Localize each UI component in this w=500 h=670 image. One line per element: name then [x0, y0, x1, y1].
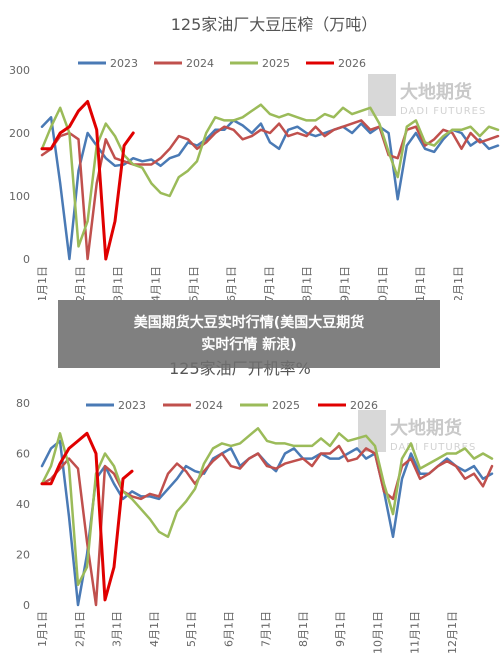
x-tick-label: 4月1日	[148, 611, 161, 647]
x-tick-label: 4月1日	[149, 266, 162, 300]
x-tick-label: 12月1日	[452, 266, 465, 300]
series-line-2024	[40, 444, 494, 607]
y-axis: 0 20 40 60 80	[16, 397, 30, 612]
x-tick-label: 9月1日	[334, 611, 347, 647]
x-axis: 1月1日 2月1日 3月1日 4月1日 5月1日 6月1日 7月1日 8月1日 9月1日 10月1…	[36, 266, 465, 300]
headline-line-2: 实时行情 新浪)	[201, 337, 297, 353]
x-tick-label: 5月1日	[185, 611, 198, 647]
logo-mark	[358, 410, 386, 452]
headline-banner: 美国期货大豆实时行情(美国大豆期货 实时行情 新浪)	[58, 300, 440, 368]
dadi-futures-logo: 大地期货 DADI FUTURES	[358, 410, 476, 453]
crush-volume-chart-svg: 125家油厂大豆压榨（万吨） 2023 2024 2025 2026 大地期货 DAD…	[9, 15, 500, 300]
x-tick-label: 10月1日	[376, 266, 389, 300]
x-tick-label: 8月1日	[301, 266, 314, 300]
x-tick-label: 1月1日	[36, 611, 49, 647]
series-line-2025	[40, 103, 500, 248]
y-axis: 0 100 200 300	[9, 64, 30, 266]
y-tick-label: 100	[9, 190, 30, 203]
legend-label-2025: 2025	[262, 57, 290, 70]
x-tick-label: 3月1日	[112, 266, 125, 300]
x-axis: 1月1日 2月1日 3月1日 4月1日 5月1日 6月1日 7月1日 8月1日 9月1日 10月1…	[36, 611, 459, 654]
legend-label-2023: 2023	[118, 399, 146, 412]
legend-label-2025: 2025	[272, 399, 300, 412]
logo-text: 大地期货	[400, 81, 472, 103]
legend-label-2024: 2024	[195, 399, 223, 412]
x-tick-label: 1月1日	[36, 266, 49, 300]
y-tick-label: 60	[16, 448, 30, 461]
series-line-2026	[40, 100, 135, 261]
logo-mark	[368, 74, 396, 116]
logo-subtext: DADI FUTURES	[400, 106, 486, 117]
x-tick-label: 6月1日	[225, 266, 238, 300]
utilization-rate-chart: 125家油厂开机率% 2023 2024 2025 2026 大地期货 DADI FU…	[0, 352, 500, 670]
x-tick-label: 11月1日	[409, 611, 422, 654]
plot-area	[40, 427, 494, 607]
series-line-2026	[40, 431, 134, 602]
logo-text: 大地期货	[390, 417, 462, 439]
crush-volume-chart: 125家油厂大豆压榨（万吨） 2023 2024 2025 2026 大地期货 DAD…	[0, 0, 500, 300]
legend-label-2024: 2024	[186, 57, 214, 70]
x-tick-label: 9月1日	[339, 266, 352, 300]
x-tick-label: 11月1日	[414, 266, 427, 300]
legend-label-2026: 2026	[338, 57, 366, 70]
y-tick-label: 40	[16, 498, 30, 511]
dadi-futures-logo: 大地期货 DADI FUTURES	[368, 74, 486, 117]
chart-title: 125家油厂大豆压榨（万吨）	[171, 15, 378, 34]
x-tick-label: 8月1日	[297, 611, 310, 647]
x-tick-label: 3月1日	[111, 611, 124, 647]
chart-legend: 2023 2024 2025 2026	[78, 57, 366, 70]
y-tick-label: 20	[16, 549, 30, 562]
legend-label-2023: 2023	[110, 57, 138, 70]
x-tick-label: 2月1日	[74, 266, 87, 300]
x-tick-label: 7月1日	[263, 266, 276, 300]
x-tick-label: 10月1日	[371, 611, 384, 654]
x-tick-label: 12月1日	[446, 611, 459, 654]
legend-label-2026: 2026	[350, 399, 378, 412]
series-line-2025	[40, 427, 494, 587]
x-tick-label: 6月1日	[222, 611, 235, 647]
series-line-2023	[40, 116, 500, 261]
plot-area	[40, 100, 500, 261]
y-tick-label: 200	[9, 127, 30, 140]
y-tick-label: 300	[9, 64, 30, 77]
y-tick-label: 0	[23, 253, 30, 266]
y-tick-label: 80	[16, 397, 30, 410]
headline-line-1: 美国期货大豆实时行情(美国大豆期货	[133, 315, 365, 331]
x-tick-label: 5月1日	[187, 266, 200, 300]
series-line-2024	[40, 119, 500, 261]
x-tick-label: 2月1日	[73, 611, 86, 647]
logo-subtext: DADI FUTURES	[390, 442, 476, 453]
series-line-2023	[40, 439, 494, 607]
x-tick-label: 7月1日	[260, 611, 273, 647]
chart-legend: 2023 2024 2025 2026	[86, 399, 378, 412]
utilization-rate-chart-svg: 125家油厂开机率% 2023 2024 2025 2026 大地期货 DADI FU…	[16, 359, 494, 654]
y-tick-label: 0	[23, 599, 30, 612]
